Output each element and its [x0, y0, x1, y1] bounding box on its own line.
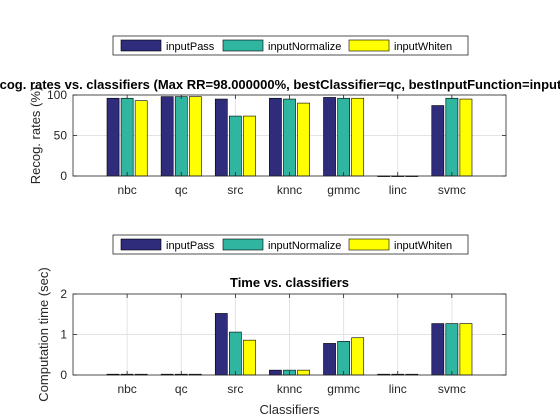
legend-label-inputPass: inputPass [166, 41, 215, 53]
legend-label-inputPass: inputPass [166, 240, 215, 252]
bar-inputWhiten-gmmc [351, 97, 365, 177]
legend-swatch-inputNormalize [222, 238, 264, 251]
x-tick-label: svmc [438, 382, 466, 396]
x-tick-label: src [227, 183, 243, 197]
y-tick-label: 50 [54, 129, 68, 143]
legend-swatch-inputPass [120, 39, 162, 52]
bar-inputPass-gmmc [323, 343, 336, 376]
bar-inputPass-src [214, 98, 228, 177]
bar-inputWhiten-qc [188, 96, 202, 177]
x-tick-label: gmmc [327, 183, 360, 197]
bar-inputNormalize-gmmc [337, 341, 350, 376]
x-tick-label: svmc [438, 183, 466, 197]
y-tick-label: 1 [60, 328, 67, 342]
bar-inputNormalize-src [229, 331, 242, 376]
x-tick-label: qc [175, 382, 188, 396]
x-tick-label: gmmc [327, 382, 360, 396]
bar-inputPass-svmc [431, 323, 445, 376]
bar-inputWhiten-src [243, 339, 256, 376]
y-axis-label: Recog. rates (%) [28, 87, 43, 185]
x-tick-label: knnc [277, 183, 302, 197]
x-tick-label: linc [389, 382, 407, 396]
y-axis-label: Computation time (sec) [36, 267, 51, 401]
y-tick-label: 2 [60, 287, 67, 301]
bar-inputNormalize-knnc [283, 98, 296, 177]
bar-inputNormalize-qc [174, 96, 188, 177]
bar-inputWhiten-svmc [459, 323, 473, 376]
bar-inputNormalize-svmc [445, 323, 459, 376]
legend-swatch-inputWhiten [348, 39, 390, 52]
x-tick-label: knnc [277, 382, 302, 396]
x-tick-label: nbc [117, 382, 136, 396]
x-axis-label: Classifiers [260, 402, 320, 417]
y-tick-label: 100 [47, 88, 67, 102]
legend-label-inputWhiten: inputWhiten [394, 240, 452, 252]
chart-2: nbc qc src knnc gmmc linc svmc 0 1 2 Computation t… [36, 234, 507, 417]
bar-inputNormalize-src [229, 115, 242, 177]
bar-inputWhiten-src [243, 115, 256, 177]
bar-inputPass-gmmc [323, 97, 336, 177]
bar-inputWhiten-knnc [297, 102, 310, 177]
bar-inputPass-knnc [269, 369, 282, 376]
bar-inputNormalize-gmmc [337, 97, 350, 177]
x-tick-label: qc [175, 183, 188, 197]
legend-label-inputNormalize: inputNormalize [268, 240, 341, 252]
bar-inputWhiten-knnc [297, 369, 310, 376]
bar-inputWhiten-svmc [459, 98, 473, 177]
x-tick-label: nbc [117, 183, 136, 197]
x-tick-label: linc [389, 183, 407, 197]
x-tick-label: src [227, 382, 243, 396]
y-tick-label: 0 [60, 169, 67, 183]
legend-label-inputWhiten: inputWhiten [394, 41, 452, 53]
chart-title: Time vs. classifiers [230, 275, 349, 290]
legend-swatch-inputPass [120, 238, 162, 251]
y-tick-label: 0 [60, 368, 67, 382]
legend-swatch-inputWhiten [348, 238, 390, 251]
bar-inputNormalize-nbc [120, 97, 134, 177]
bar-inputWhiten-nbc [134, 100, 148, 177]
bar-inputNormalize-svmc [445, 97, 459, 177]
chart-title: Recog. rates vs. classifiers (Max RR=98.… [0, 77, 560, 92]
bar-inputPass-nbc [106, 97, 120, 177]
legend-label-inputNormalize: inputNormalize [268, 41, 341, 53]
bar-inputPass-svmc [431, 105, 445, 177]
bar-inputPass-src [214, 313, 228, 376]
bar-inputPass-qc [160, 96, 174, 177]
legend-swatch-inputNormalize [222, 39, 264, 52]
bar-inputWhiten-gmmc [351, 337, 365, 376]
bar-inputPass-knnc [269, 97, 282, 177]
